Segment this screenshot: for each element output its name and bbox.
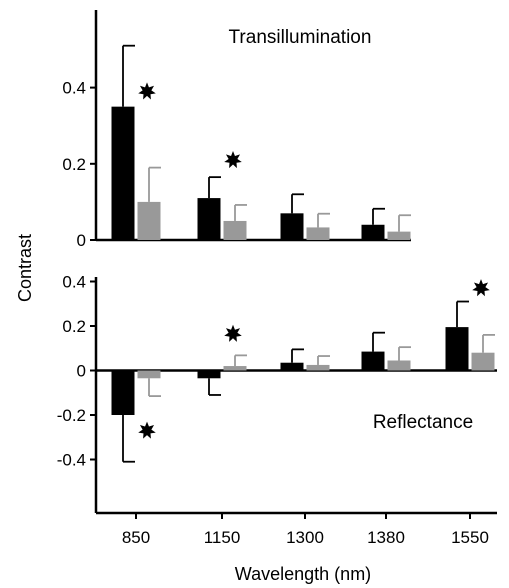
x-tick-label: 1550: [451, 528, 489, 547]
bar: [223, 366, 247, 371]
significance-star-icon: [472, 279, 490, 297]
transillumination-panel: Transillumination 0 0.2 0.4: [62, 10, 411, 250]
x-tick-labels: 850 1150 1300 1380 1550: [96, 511, 497, 547]
x-tick-label: 1150: [204, 528, 241, 547]
y-tick-label: 0: [77, 231, 86, 250]
y-tick-label: 0.2: [62, 155, 86, 174]
y-tick-label: 0: [77, 362, 86, 381]
bar: [111, 106, 135, 241]
bar: [280, 213, 304, 240]
reflectance-panel: Reflectance -0.4 -0.2 0 0.2 0.4: [57, 273, 497, 513]
bar: [387, 231, 411, 240]
bar: [280, 362, 304, 371]
panel-title: Reflectance: [373, 412, 473, 433]
bar: [137, 201, 161, 240]
bar: [306, 227, 330, 240]
bar: [111, 370, 135, 415]
y-tick-label: 0.4: [62, 79, 86, 98]
panel-title: Transillumination: [229, 27, 372, 48]
y-tick-label: 0.2: [62, 317, 86, 336]
bar: [361, 224, 385, 240]
bar: [361, 351, 385, 371]
bar: [197, 370, 221, 379]
significance-star-icon: [138, 82, 156, 100]
y-tick-label: -0.2: [57, 406, 86, 425]
x-tick-label: 1380: [367, 528, 405, 547]
bar: [223, 220, 247, 240]
bar: [137, 370, 161, 379]
bar: [197, 198, 221, 240]
significance-star-icon: [224, 324, 242, 342]
bar: [471, 352, 495, 371]
significance-star-icon: [138, 421, 156, 439]
y-tick-label: -0.4: [57, 451, 86, 470]
bar: [387, 360, 411, 371]
x-axis-label: Wavelength (nm): [235, 564, 371, 584]
y-tick-label: 0.4: [62, 273, 86, 292]
x-tick-label: 850: [122, 528, 150, 547]
x-tick-label: 1300: [286, 528, 324, 547]
y-axis-label: Contrast: [15, 234, 35, 302]
bar: [306, 364, 330, 371]
bar: [445, 327, 469, 371]
significance-star-icon: [224, 150, 242, 169]
